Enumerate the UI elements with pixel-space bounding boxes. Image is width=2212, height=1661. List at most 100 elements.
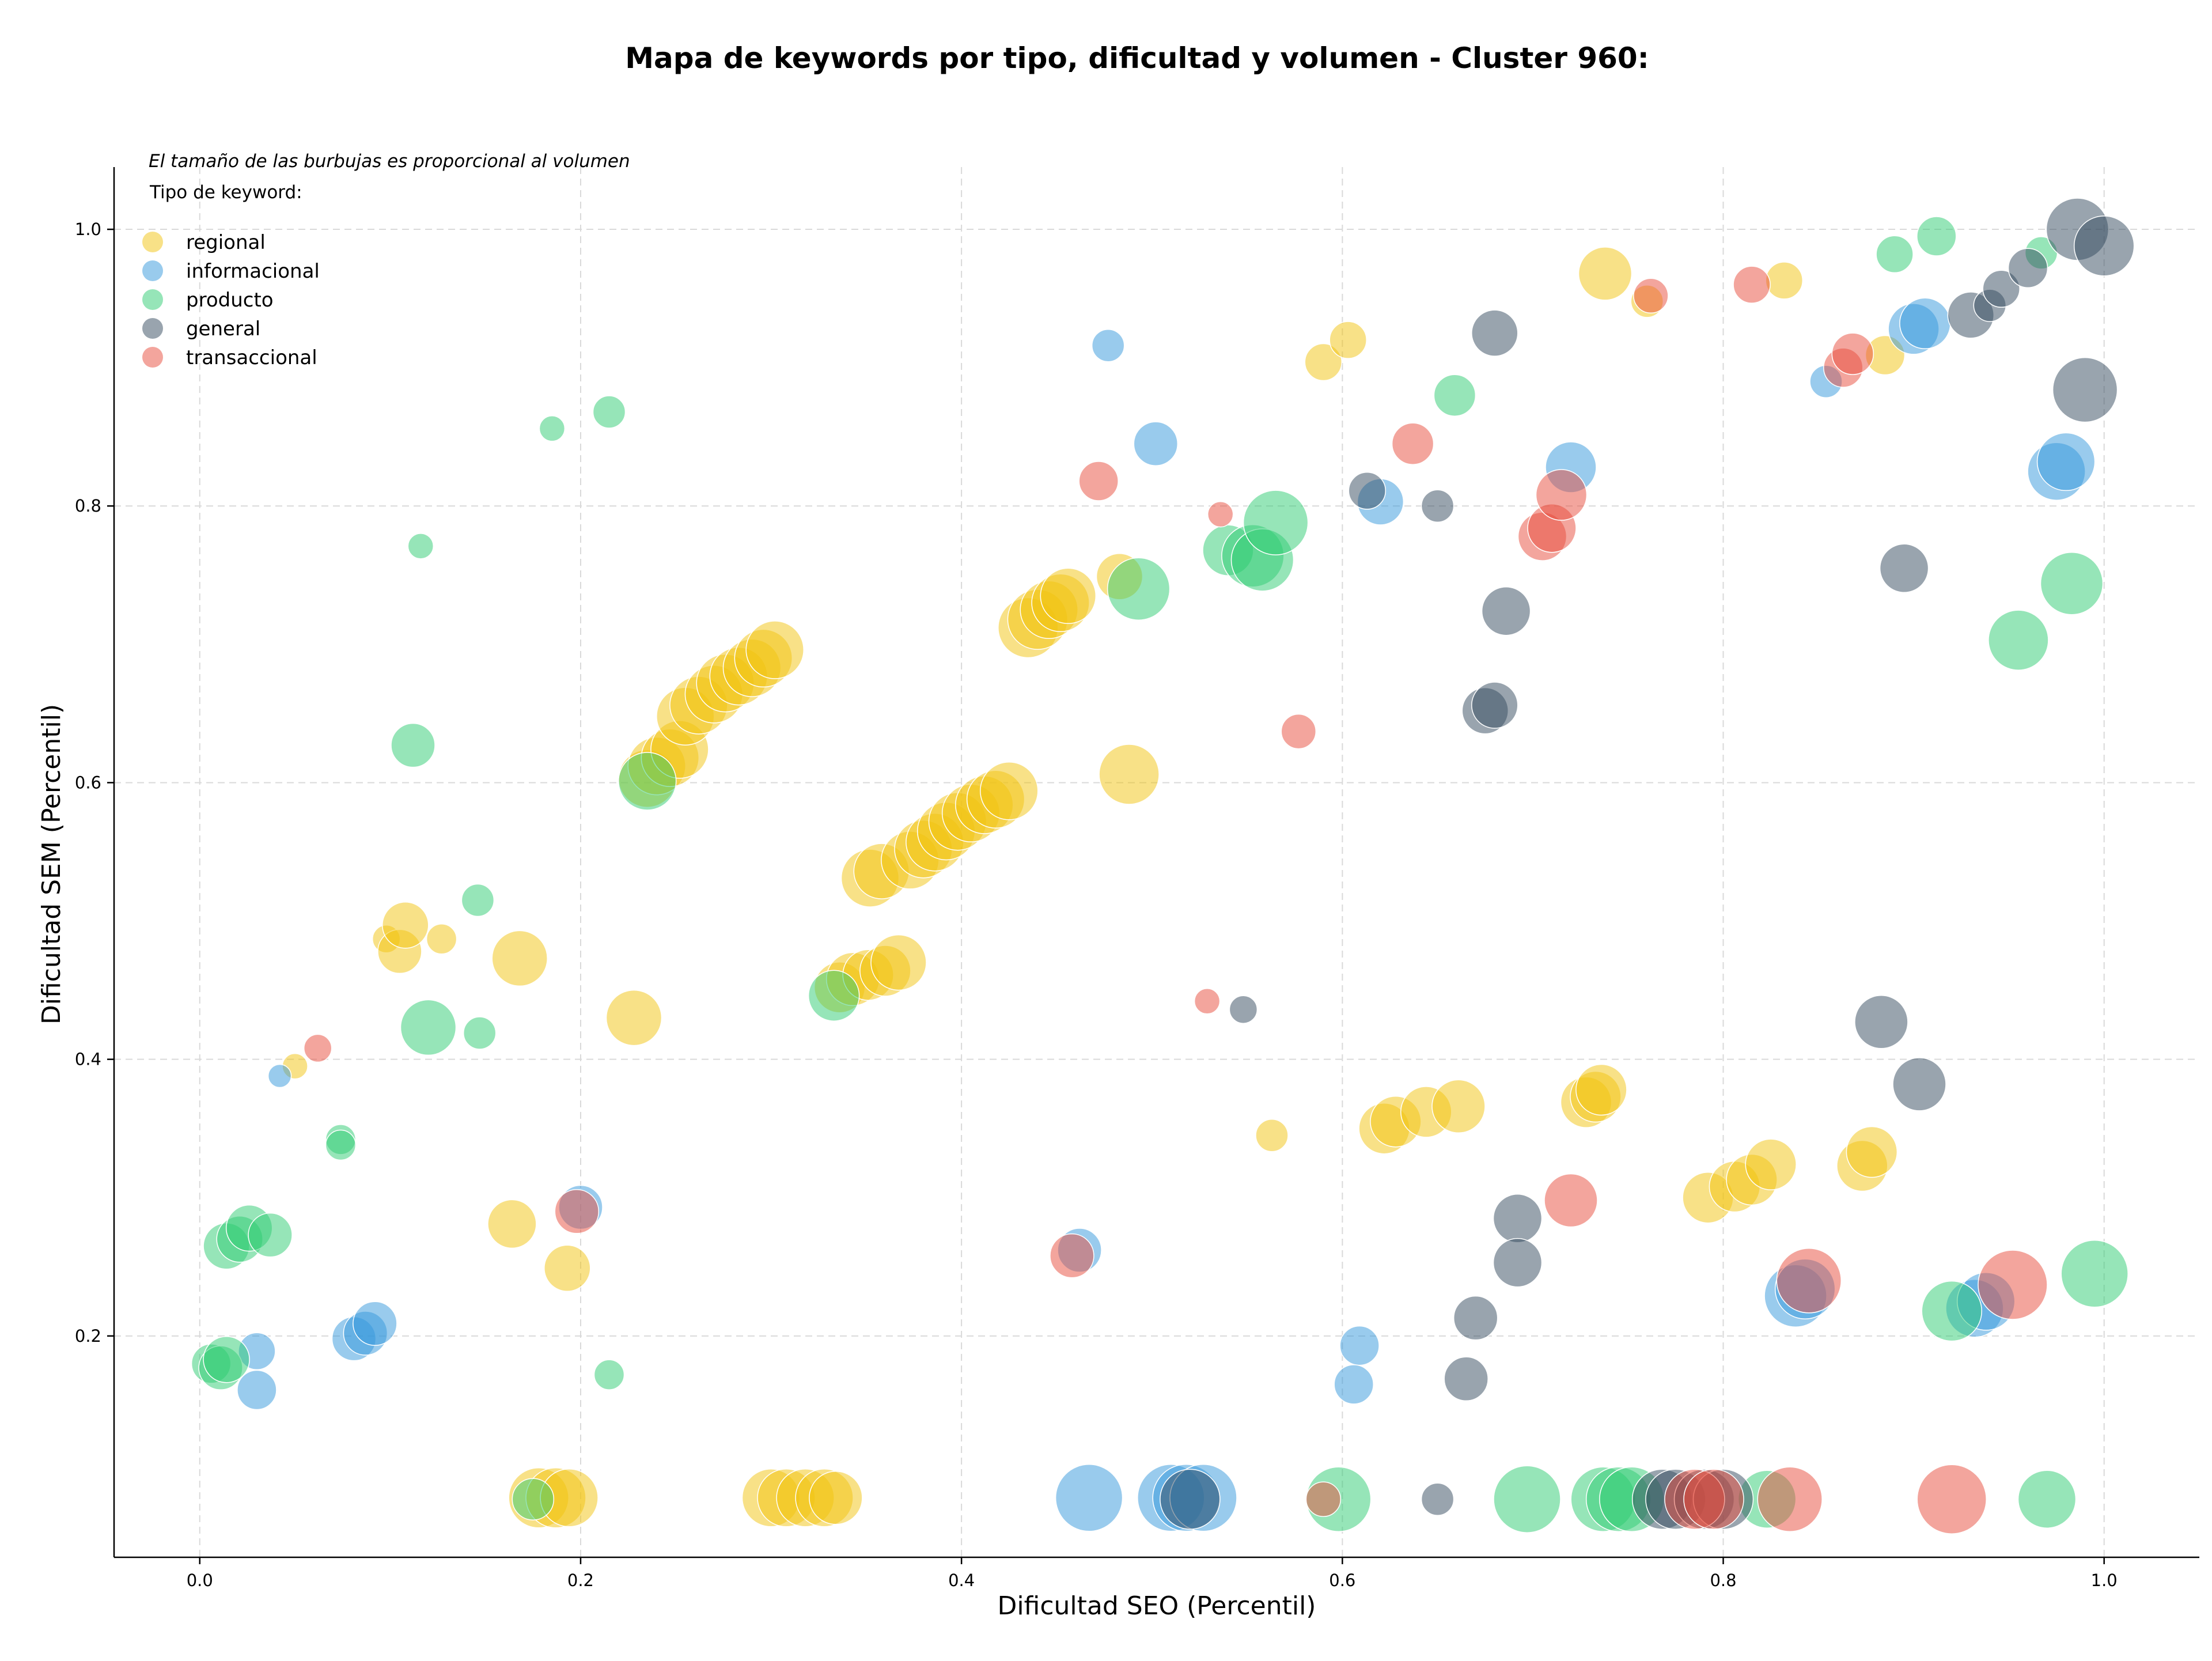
bubble-informacional — [267, 1064, 292, 1088]
bubble-transaccional — [1831, 332, 1874, 375]
legend-marker — [142, 289, 163, 310]
bubble-transaccional — [303, 1034, 332, 1063]
bubble-regional — [980, 762, 1039, 820]
bubble-producto — [1243, 490, 1309, 555]
bubble-informacional — [2036, 432, 2096, 491]
bubble-producto — [618, 752, 677, 811]
x-tick-label: 0.2 — [567, 1571, 594, 1590]
bubble-general — [1471, 682, 1518, 729]
bubble-informacional — [237, 1369, 277, 1410]
series-informacional — [237, 297, 2096, 1532]
bubble-producto — [2017, 1470, 2077, 1528]
bubble-informacional — [353, 1301, 397, 1346]
legend-item-general: general — [142, 317, 260, 340]
bubble-producto — [248, 1212, 293, 1258]
bubble-transaccional — [1391, 422, 1434, 465]
bubble-informacional — [1055, 1464, 1123, 1532]
legend-title: Tipo de keyword: — [149, 182, 302, 203]
y-tick-label: 1.0 — [75, 220, 101, 239]
x-tick-label: 0.0 — [187, 1571, 213, 1590]
bubble-transaccional — [1050, 1233, 1094, 1278]
bubble-producto — [1876, 235, 1914, 274]
legend-marker — [142, 347, 163, 368]
chart-title: Mapa de keywords por tipo, dificultad y … — [625, 41, 1649, 75]
bubble-informacional — [1339, 1325, 1380, 1366]
bubble-informacional — [1091, 328, 1125, 362]
bubble-general — [1229, 995, 1258, 1024]
bubble-transaccional — [1305, 1481, 1342, 1517]
bubble-producto — [461, 883, 495, 917]
bubble-producto — [391, 722, 435, 768]
bubble-regional — [1255, 1118, 1289, 1152]
y-tick-label: 0.4 — [75, 1050, 101, 1069]
legend-marker — [142, 260, 163, 281]
x-tick-label: 0.6 — [1329, 1571, 1355, 1590]
bubble-transaccional — [554, 1189, 600, 1234]
legend-label: general — [186, 317, 260, 340]
x-tick-label: 0.4 — [948, 1571, 975, 1590]
bubble-producto — [2061, 1240, 2128, 1308]
bubble-informacional — [1899, 297, 1951, 350]
bubble-producto — [539, 415, 566, 442]
legend-marker — [142, 232, 163, 252]
x-axis-label: Dificultad SEO (Percentil) — [998, 1591, 1316, 1621]
bubble-producto — [1921, 1280, 1982, 1342]
grid-lines — [114, 167, 2199, 1557]
bubble-regional — [1575, 1064, 1627, 1116]
legend-label: regional — [186, 231, 266, 254]
bubble-transaccional — [1544, 1173, 1598, 1228]
bubble-producto — [2040, 551, 2104, 615]
bubble-general — [1421, 1482, 1455, 1516]
bubble-regional — [382, 901, 429, 949]
bubble-general — [1160, 1469, 1221, 1530]
bubble-transaccional — [1757, 1466, 1823, 1532]
bubble-regional — [491, 930, 548, 987]
bubble-general — [1471, 309, 1518, 357]
legend-item-informacional: informacional — [142, 260, 320, 283]
y-tick-label: 0.6 — [75, 773, 101, 792]
bubble-producto — [592, 395, 626, 429]
bubble-regional — [1846, 1126, 1898, 1178]
legend-label: transaccional — [186, 346, 317, 369]
bubble-regional — [426, 924, 457, 955]
bubble-transaccional — [1207, 501, 1234, 528]
bubble-general — [1879, 543, 1929, 593]
bubble-transaccional — [1633, 278, 1669, 314]
bubble-producto — [325, 1129, 357, 1161]
bubble-general — [1481, 586, 1531, 636]
y-tick-label: 0.2 — [75, 1326, 101, 1346]
bubble-regional — [1431, 1079, 1486, 1134]
bubble-general — [1348, 472, 1387, 510]
bubble-transaccional — [1978, 1250, 2048, 1320]
bubble-general — [1493, 1238, 1543, 1288]
legend-item-producto: producto — [142, 289, 274, 312]
bubble-regional — [745, 620, 804, 679]
bubble-producto — [203, 1335, 250, 1383]
bubble-layer — [191, 198, 2135, 1534]
bubble-transaccional — [1281, 713, 1317, 750]
bubble-regional — [605, 989, 662, 1046]
legend: regional informacional producto general tran… — [142, 231, 320, 369]
bubble-regional — [1745, 1138, 1797, 1190]
bubble-transaccional — [1776, 1248, 1842, 1314]
legend-item-transaccional: transaccional — [142, 346, 317, 369]
bubble-producto — [1493, 1465, 1561, 1533]
bubble-transaccional — [1733, 266, 1771, 304]
bubble-general — [1444, 1356, 1488, 1402]
x-tick-label: 0.8 — [1710, 1571, 1736, 1590]
bubble-regional — [1578, 247, 1633, 301]
bubble-general — [1421, 489, 1455, 523]
bubble-producto — [512, 1478, 555, 1520]
bubble-producto — [808, 970, 860, 1021]
legend-item-regional: regional — [142, 231, 266, 254]
bubble-producto — [463, 1016, 497, 1050]
x-axis-ticks: 0.0 0.2 0.4 0.6 0.8 1.0 — [187, 1557, 2118, 1590]
bubble-transaccional — [1078, 461, 1119, 501]
y-tick-label: 0.8 — [75, 496, 101, 516]
bubble-producto — [400, 999, 457, 1056]
bubble-general — [1854, 995, 1908, 1049]
bubble-transaccional — [1194, 988, 1221, 1015]
bubble-regional — [1329, 321, 1367, 359]
bubble-producto — [1433, 374, 1476, 417]
